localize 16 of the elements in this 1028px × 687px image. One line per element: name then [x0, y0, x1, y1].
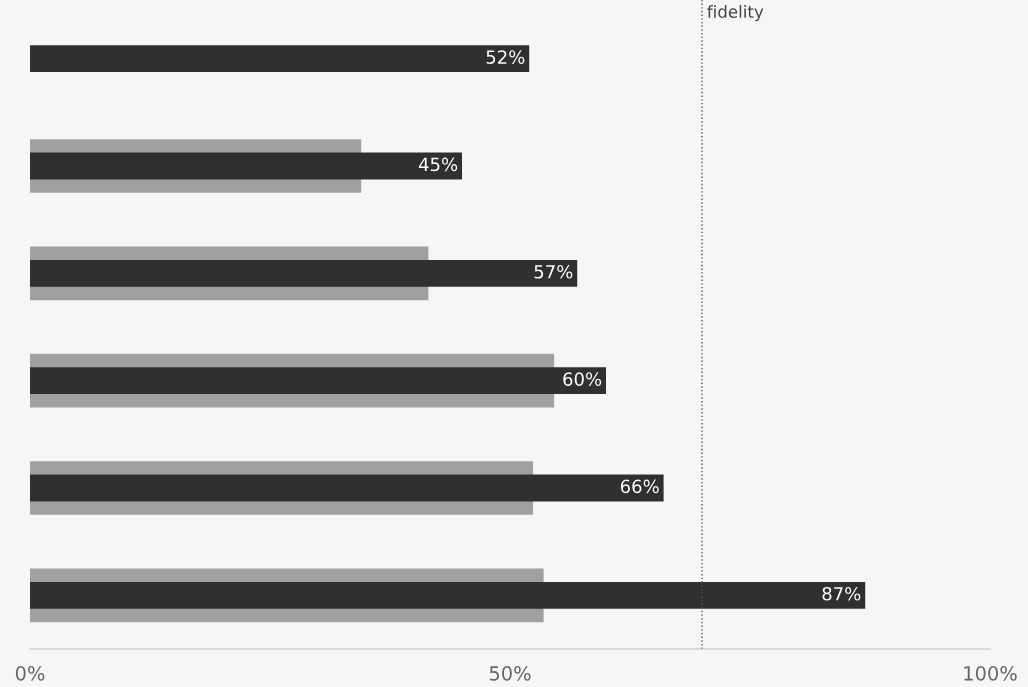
bar — [30, 581, 866, 609]
ref-line-label: fidelity — [707, 5, 764, 22]
data-label: 60% — [563, 372, 602, 386]
data-label: 57% — [534, 264, 573, 279]
bar — [30, 45, 530, 73]
data-label: 66% — [620, 479, 659, 494]
bar — [30, 367, 606, 395]
data-label: 52% — [486, 50, 525, 64]
bar — [30, 474, 664, 502]
x-tick-label: 50% — [489, 666, 531, 681]
bar — [30, 259, 578, 287]
data-label: 87% — [822, 586, 861, 601]
data-label: 45% — [418, 157, 458, 172]
bar — [30, 152, 462, 180]
x-tick-label: 100% — [964, 666, 1017, 681]
x-tick-label: 0% — [15, 666, 45, 681]
